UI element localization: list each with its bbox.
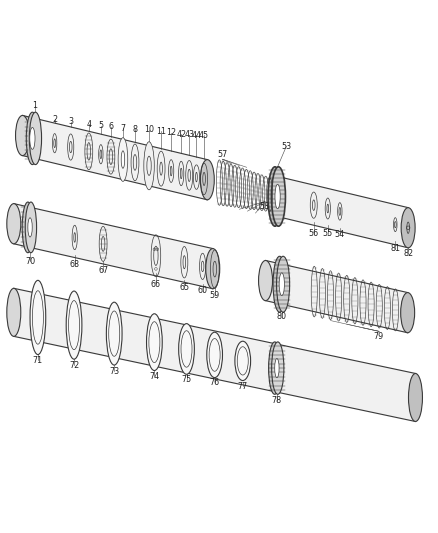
- Text: 66: 66: [151, 280, 161, 289]
- Text: 82: 82: [403, 248, 413, 257]
- Text: 81: 81: [390, 244, 400, 253]
- Text: 60: 60: [198, 286, 208, 295]
- Text: 73: 73: [109, 367, 119, 376]
- Text: 76: 76: [209, 378, 220, 387]
- Text: 3: 3: [68, 117, 73, 126]
- Text: 74: 74: [149, 372, 159, 381]
- Ellipse shape: [268, 176, 283, 216]
- Ellipse shape: [118, 138, 128, 181]
- Ellipse shape: [147, 314, 162, 370]
- Ellipse shape: [29, 112, 42, 165]
- Text: 54: 54: [335, 230, 345, 239]
- Text: 2: 2: [52, 115, 57, 124]
- Text: 77: 77: [238, 382, 248, 391]
- Ellipse shape: [279, 273, 284, 296]
- Ellipse shape: [275, 359, 279, 378]
- Ellipse shape: [28, 218, 32, 237]
- Ellipse shape: [30, 127, 35, 149]
- Text: 7: 7: [120, 124, 126, 133]
- Text: 5: 5: [98, 122, 103, 131]
- Text: 6: 6: [108, 123, 113, 132]
- Ellipse shape: [200, 159, 214, 200]
- Text: 53: 53: [281, 142, 291, 151]
- Ellipse shape: [144, 142, 154, 190]
- Text: 56: 56: [309, 229, 319, 238]
- Text: 59: 59: [210, 291, 220, 300]
- Ellipse shape: [15, 116, 29, 156]
- Text: 8: 8: [133, 125, 138, 134]
- Ellipse shape: [26, 112, 39, 165]
- Ellipse shape: [66, 291, 82, 359]
- Text: 44: 44: [191, 131, 201, 140]
- Polygon shape: [14, 288, 416, 422]
- Text: 72: 72: [69, 361, 79, 370]
- Ellipse shape: [268, 342, 281, 394]
- Text: 1: 1: [32, 101, 37, 110]
- Text: 4: 4: [86, 120, 91, 129]
- Polygon shape: [265, 261, 408, 333]
- Ellipse shape: [258, 261, 272, 301]
- Text: 11: 11: [156, 127, 166, 135]
- Text: 55: 55: [323, 229, 333, 238]
- Text: 45: 45: [199, 131, 209, 140]
- Ellipse shape: [409, 374, 423, 422]
- Text: 65: 65: [179, 283, 189, 292]
- Ellipse shape: [25, 202, 37, 253]
- Ellipse shape: [121, 151, 125, 168]
- Text: 10: 10: [144, 125, 154, 134]
- Ellipse shape: [179, 324, 194, 374]
- Text: 57: 57: [218, 150, 228, 158]
- Polygon shape: [276, 176, 408, 248]
- Text: 43: 43: [184, 130, 194, 139]
- Ellipse shape: [273, 256, 286, 312]
- Ellipse shape: [87, 143, 91, 160]
- Ellipse shape: [268, 167, 282, 226]
- Text: 78: 78: [272, 397, 282, 406]
- Ellipse shape: [272, 167, 286, 226]
- Text: 79: 79: [374, 332, 384, 341]
- Ellipse shape: [272, 342, 284, 394]
- Ellipse shape: [207, 332, 223, 377]
- Ellipse shape: [106, 302, 122, 365]
- Ellipse shape: [7, 288, 21, 336]
- Ellipse shape: [275, 184, 280, 209]
- Polygon shape: [22, 116, 207, 200]
- Ellipse shape: [7, 204, 21, 244]
- Text: 58: 58: [260, 202, 270, 211]
- Ellipse shape: [22, 202, 34, 253]
- Polygon shape: [14, 204, 213, 289]
- Text: 12: 12: [166, 128, 176, 137]
- Ellipse shape: [401, 208, 415, 248]
- Text: 67: 67: [98, 266, 108, 276]
- Ellipse shape: [235, 341, 251, 381]
- Ellipse shape: [30, 280, 46, 354]
- Ellipse shape: [276, 256, 290, 312]
- Ellipse shape: [206, 248, 220, 289]
- Text: 75: 75: [181, 375, 192, 384]
- Text: 71: 71: [33, 356, 43, 365]
- Text: 70: 70: [25, 257, 35, 266]
- Text: 68: 68: [70, 260, 80, 269]
- Text: 80: 80: [277, 312, 287, 321]
- Text: 42: 42: [176, 130, 186, 139]
- Ellipse shape: [401, 293, 415, 333]
